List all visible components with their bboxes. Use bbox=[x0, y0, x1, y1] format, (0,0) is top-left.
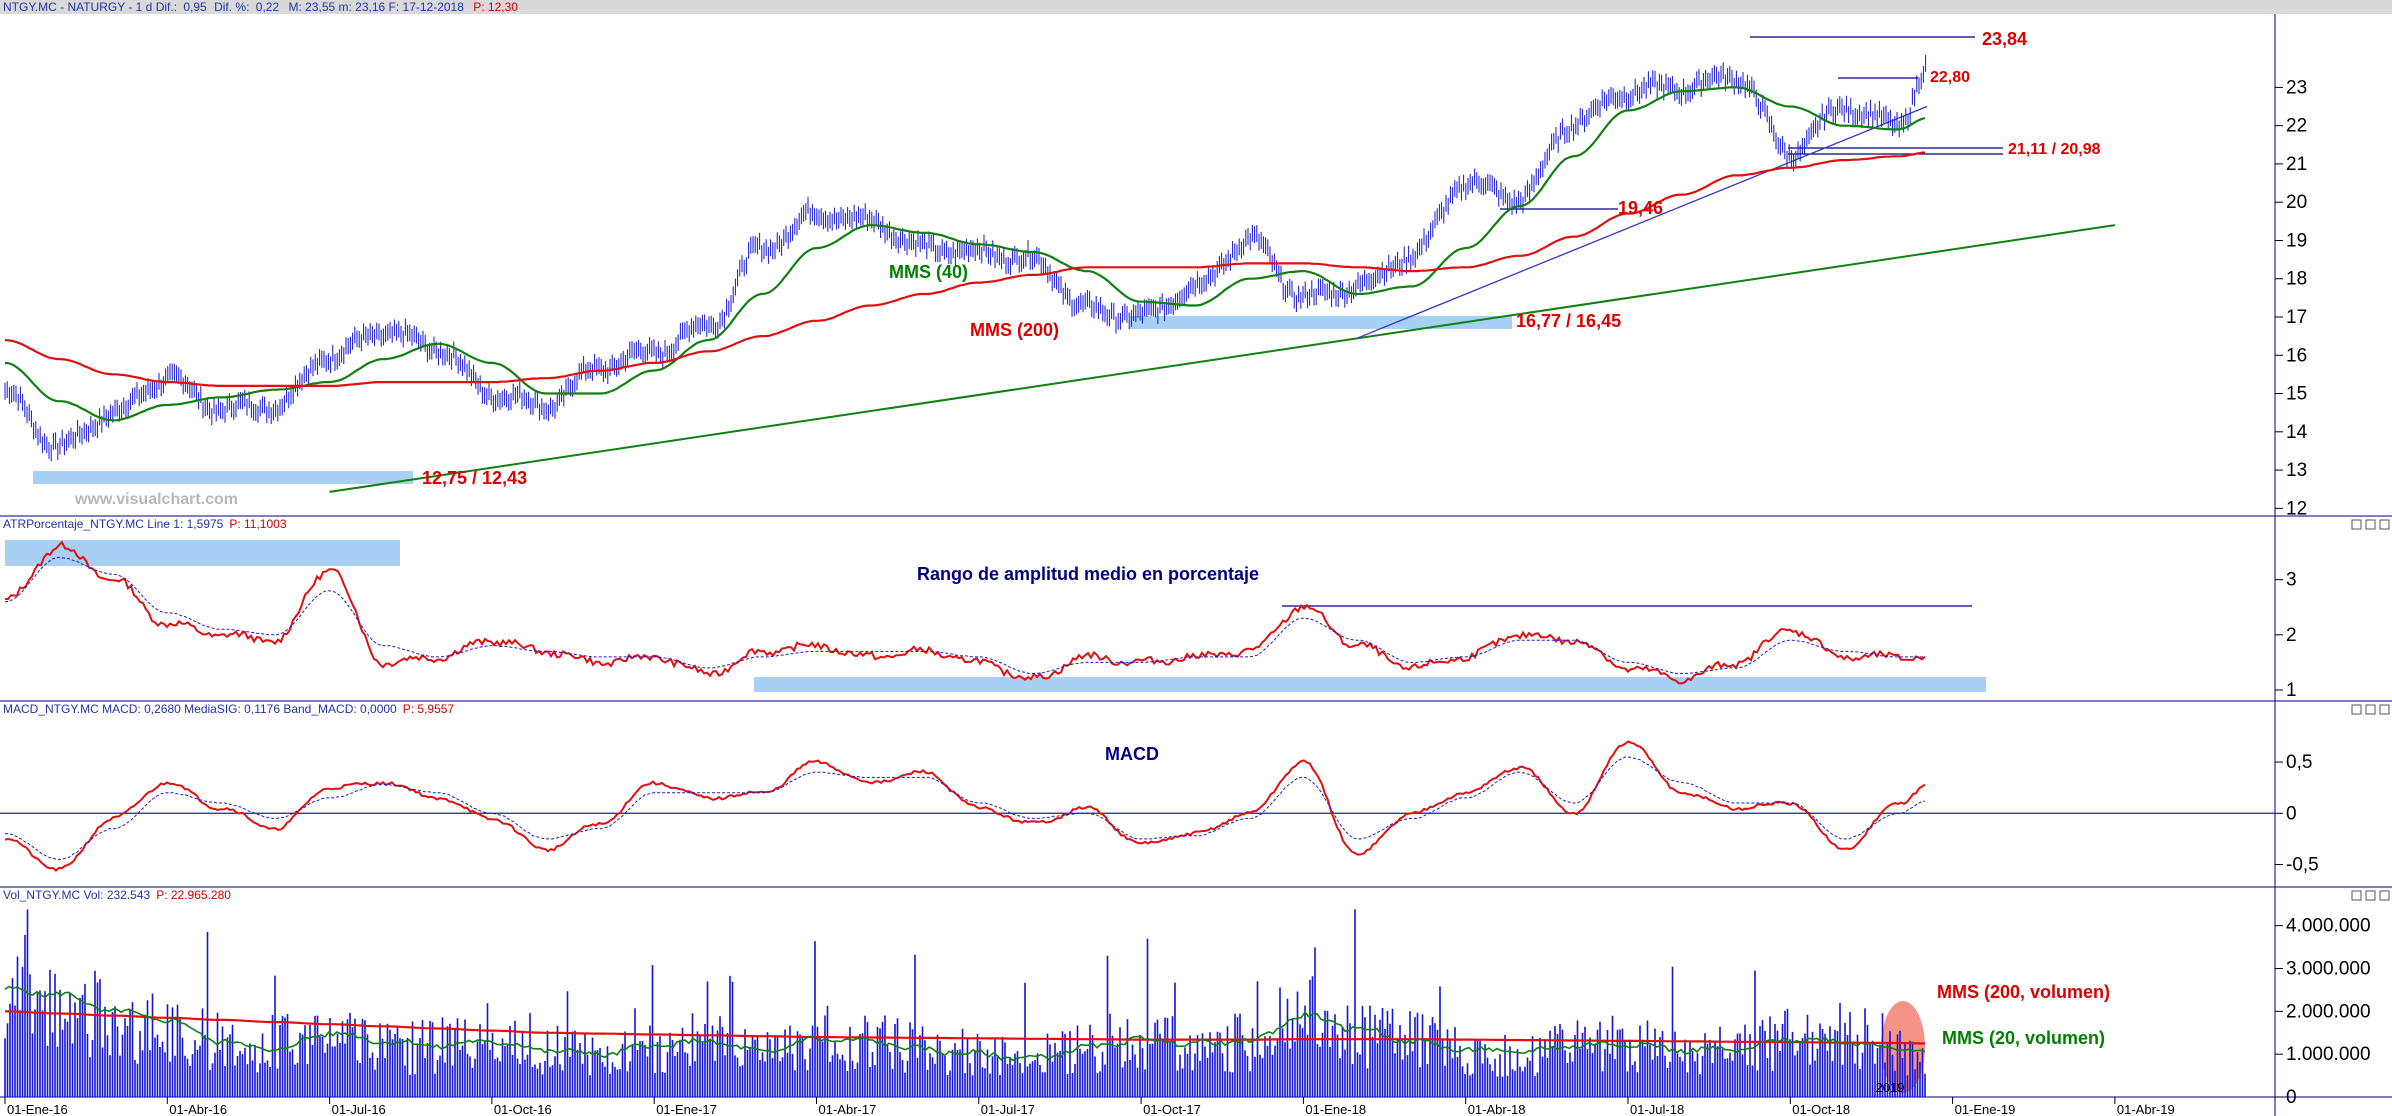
annotation-22-80: 22,80 bbox=[1930, 69, 1970, 86]
volume-ytick-label: 4.000.000 bbox=[2286, 916, 2371, 937]
y-axes: 1213141516171819202122231230,50-0,501.00… bbox=[2275, 77, 2371, 1108]
volume-ytick-label: 1.000.000 bbox=[2286, 1044, 2371, 1065]
trendline-medium-term-support bbox=[1357, 105, 1928, 339]
series-atr bbox=[5, 540, 1926, 685]
series-volume-bars bbox=[4, 909, 1926, 1097]
panel-frames bbox=[0, 14, 2392, 1116]
xtick-label: 01-Jul-16 bbox=[332, 1102, 386, 1116]
annotation-mms40: MMS (40) bbox=[889, 262, 968, 282]
volume-ytick-label: 2.000.000 bbox=[2286, 1001, 2371, 1022]
xtick-label: 01-Ene-19 bbox=[1955, 1102, 2016, 1116]
xtick-label: 01-Abr-18 bbox=[1468, 1102, 1526, 1116]
annotation-19-46: 19,46 bbox=[1618, 198, 1663, 218]
xtick-label: 01-Ene-17 bbox=[656, 1102, 717, 1116]
series-vol-mms-20 bbox=[4, 985, 1926, 1062]
price-ytick-label: 18 bbox=[2286, 269, 2307, 290]
xtick-label: 01-Oct-17 bbox=[1143, 1102, 1201, 1116]
price-ytick-label: 21 bbox=[2286, 154, 2307, 175]
series-price-bars bbox=[4, 55, 1927, 462]
atr-ytick-label: 2 bbox=[2286, 625, 2297, 646]
price-ytick-label: 13 bbox=[2286, 460, 2307, 481]
series-atr-signal bbox=[4, 557, 1925, 674]
header-macd: MACD_NTGY.MC MACD: 0,2680 MediaSIG: 0,11… bbox=[3, 702, 454, 716]
atr-band-top bbox=[5, 540, 400, 566]
atr-title: Rango de amplitud medio en porcentaje bbox=[917, 564, 1259, 584]
atr-ytick-label: 3 bbox=[2286, 570, 2297, 591]
macd-ytick-label: 0,5 bbox=[2286, 752, 2312, 773]
xtick-label: 01-Jul-18 bbox=[1630, 1102, 1684, 1116]
xtick-label: 01-Ene-18 bbox=[1305, 1102, 1366, 1116]
price-ytick-label: 20 bbox=[2286, 192, 2307, 213]
x-axis: 01-Ene-16 01-Abr-16 01-Jul-16 01-Oct-16 01-E… bbox=[4, 1080, 2175, 1116]
atr-band-bottom bbox=[754, 677, 1986, 692]
xtick-label: 01-Abr-17 bbox=[819, 1102, 877, 1116]
support-band-2 bbox=[1130, 316, 1512, 329]
volume-panel bbox=[4, 909, 1926, 1097]
header-main: NTGY.MC - NATURGY - 1 d Dif.: 0,95 Dif. … bbox=[3, 0, 518, 14]
xtick-label: 01-Jul-17 bbox=[981, 1102, 1035, 1116]
header-atr: ATRPorcentaje_NTGY.MC Line 1: 1,5975 P: 1… bbox=[3, 517, 287, 531]
price-ytick-label: 12 bbox=[2286, 498, 2307, 519]
year-marker: 2019 bbox=[1876, 1080, 1905, 1095]
volume-ytick-label: 3.000.000 bbox=[2286, 959, 2371, 980]
price-ytick-label: 14 bbox=[2286, 422, 2308, 443]
atr-panel bbox=[4, 540, 1926, 685]
series-macd bbox=[4, 740, 1926, 872]
macd-ytick-label: 0 bbox=[2286, 803, 2297, 824]
watermark: www.visualchart.com bbox=[74, 491, 238, 508]
annotation-support-1: 12,75 / 12,43 bbox=[422, 468, 527, 488]
price-ytick-label: 15 bbox=[2286, 384, 2307, 405]
macd-ytick-label: -0,5 bbox=[2286, 854, 2319, 875]
trendline-long-term-support bbox=[329, 224, 2116, 493]
price-ytick-label: 22 bbox=[2286, 116, 2307, 137]
title-strip bbox=[0, 0, 2392, 14]
support-band-1 bbox=[33, 471, 413, 484]
header-vol: Vol_NTGY.MC Vol: 232.543 P: 22.965.280 bbox=[3, 888, 231, 902]
level-lines bbox=[1282, 36, 2003, 607]
volume-ytick-label: 0 bbox=[2286, 1087, 2297, 1108]
price-ytick-label: 16 bbox=[2286, 345, 2307, 366]
price-ytick-label: 19 bbox=[2286, 230, 2307, 251]
xtick-label: 01-Abr-16 bbox=[169, 1102, 227, 1116]
panel-buttons[interactable] bbox=[2351, 519, 2390, 901]
annotation-vol200: MMS (200, volumen) bbox=[1937, 982, 2110, 1002]
series-vol-mms-200 bbox=[4, 1010, 1926, 1045]
annotation-support-3: 21,11 / 20,98 bbox=[2008, 141, 2101, 158]
xtick-label: 01-Abr-19 bbox=[2117, 1102, 2175, 1116]
annotation-support-2: 16,77 / 16,45 bbox=[1516, 311, 1621, 331]
macd-title: MACD bbox=[1105, 744, 1159, 764]
series-mms-200 bbox=[4, 151, 1926, 387]
annotation-vol20: MMS (20, volumen) bbox=[1942, 1028, 2105, 1048]
price-panel bbox=[4, 55, 2116, 493]
macd-panel bbox=[0, 740, 2275, 872]
price-ytick-label: 23 bbox=[2286, 77, 2307, 98]
xtick-label: 01-Oct-16 bbox=[494, 1102, 552, 1116]
series-macd-signal bbox=[5, 756, 1926, 860]
series-mms-40 bbox=[4, 86, 1926, 422]
atr-ytick-label: 1 bbox=[2286, 680, 2297, 701]
xtick-label: 01-Oct-18 bbox=[1792, 1102, 1850, 1116]
annotation-high: 23,84 bbox=[1982, 29, 2027, 49]
price-ytick-label: 17 bbox=[2286, 307, 2307, 328]
annotation-mms200: MMS (200) bbox=[970, 320, 1059, 340]
xtick-label: 01-Ene-16 bbox=[7, 1102, 68, 1116]
